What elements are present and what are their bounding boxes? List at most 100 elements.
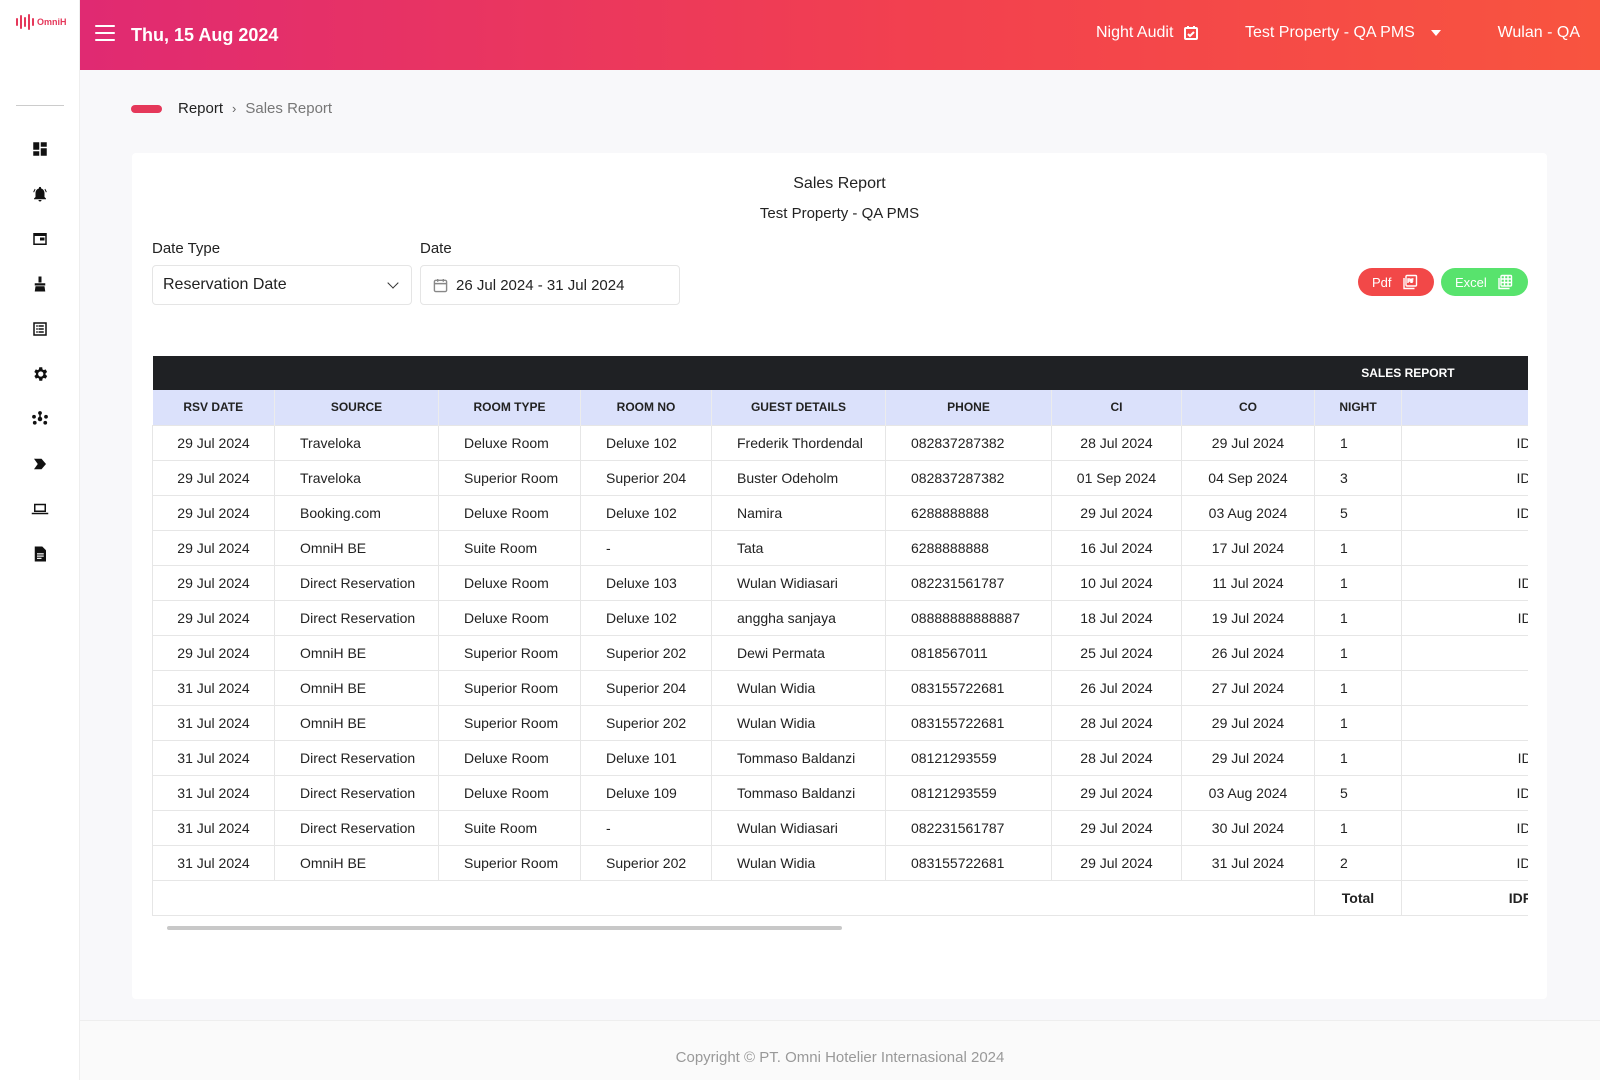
table-cell: 29 Jul 2024	[152, 634, 275, 671]
table-cell: 1	[1314, 564, 1402, 601]
date-type-value: Reservation Date	[163, 276, 287, 293]
night-audit-label: Night Audit	[1096, 24, 1174, 41]
table-cell: 082837287382	[885, 424, 1052, 461]
table-cell: -	[580, 809, 712, 846]
omnih-logo[interactable]: OmniH	[16, 14, 67, 30]
table-row: 29 Jul 2024 Traveloka Superior Room Superio…	[152, 459, 1528, 496]
table-cell: 29 Jul 2024	[152, 529, 275, 566]
table-cell: Deluxe 103	[580, 564, 712, 601]
column-header: ROOM	[1401, 390, 1528, 425]
excel-button-label: Excel	[1455, 274, 1487, 290]
table-cell: Deluxe Room	[438, 774, 581, 811]
table-cell: 5	[1314, 774, 1402, 811]
table-cell: Direct Reservation	[274, 809, 439, 846]
window-icon	[33, 232, 47, 245]
chevron-down-icon	[387, 277, 399, 289]
sidebar-item-housekeeping[interactable]	[0, 261, 80, 306]
sidebar-item-integrations[interactable]	[0, 396, 80, 441]
table-cell: 082231561787	[885, 809, 1052, 846]
table-cell: 26 Jul 2024	[1181, 634, 1315, 671]
table-cell: 29 Jul 2024	[152, 494, 275, 531]
spreadsheet-icon	[1498, 274, 1512, 290]
table-cell: Deluxe 102	[580, 599, 712, 636]
sidebar-item-frontdesk[interactable]	[0, 216, 80, 261]
sidebar-item-dashboard[interactable]	[0, 126, 80, 171]
table-cell: OmniH BE	[274, 669, 439, 706]
table-cell: 1	[1314, 669, 1402, 706]
table-cell: 17 Jul 2024	[1181, 529, 1315, 566]
table-row: 31 Jul 2024 OmniH BE Superior Room Superior…	[152, 704, 1528, 741]
calendar-icon	[433, 278, 448, 292]
sidebar-item-reports[interactable]	[0, 531, 80, 576]
table-cell: IDR 744,(	[1400, 669, 1528, 706]
table-cell: IDR 6,696,(	[1400, 774, 1528, 811]
table-cell: Traveloka	[274, 459, 439, 496]
table-cell: IDR 2,232,(	[1400, 844, 1528, 881]
table-cell: Direct Reservation	[274, 564, 439, 601]
table-cell: IDR 1,116,(	[1400, 739, 1528, 776]
table-cell: 1	[1314, 424, 1402, 461]
table-cell: 03 Aug 2024	[1181, 774, 1315, 811]
sidebar-item-notifications[interactable]	[0, 171, 80, 216]
date-range-input[interactable]: 26 Jul 2024 - 31 Jul 2024	[420, 265, 680, 305]
export-pdf-button[interactable]: Pdf	[1358, 268, 1434, 296]
table-cell: 31 Jul 2024	[152, 669, 275, 706]
sidebar-divider	[16, 105, 64, 106]
table-cell: 16 Jul 2024	[1051, 529, 1182, 566]
table-cell: Wulan Widiasari	[711, 564, 886, 601]
table-cell: IDR 800,(	[1400, 634, 1528, 671]
night-audit-button[interactable]: Night Audit	[1096, 24, 1199, 42]
user-menu[interactable]: Wulan - QA	[1497, 24, 1580, 41]
table-cell: 29 Jul 2024	[152, 599, 275, 636]
table-cell: Wulan Widia	[711, 704, 886, 741]
table-cell: 29 Jul 2024	[152, 459, 275, 496]
sidebar-item-tags[interactable]	[0, 441, 80, 486]
table-cell: 1	[1314, 809, 1402, 846]
table-cell: 6288888888	[885, 529, 1052, 566]
table-cell: Superior Room	[438, 844, 581, 881]
total-value: IDR 27,191,(	[1400, 879, 1528, 916]
sidebar-item-devices[interactable]	[0, 486, 80, 531]
export-excel-button[interactable]: Excel	[1441, 268, 1528, 296]
top-header: Thu, 15 Aug 2024 Night Audit Test Proper…	[80, 0, 1600, 70]
table-cell: Deluxe Room	[438, 564, 581, 601]
table-cell: Tommaso Baldanzi	[711, 739, 886, 776]
sales-table-container[interactable]: SALES REPORT RSV DATE SOURCE ROOM TYPE ROOM…	[152, 356, 1528, 916]
column-header: ROOM NO	[580, 390, 712, 425]
table-cell: 27 Jul 2024	[1181, 669, 1315, 706]
horizontal-scrollbar[interactable]	[167, 926, 842, 930]
table-cell: Deluxe 109	[580, 774, 712, 811]
date-type-label: Date Type	[152, 240, 221, 257]
laptop-icon	[31, 503, 49, 514]
column-header: PHONE	[885, 390, 1052, 425]
table-row: 29 Jul 2024 OmniH BE Suite Room - Tata 628888…	[152, 529, 1528, 566]
table-row: 31 Jul 2024 OmniH BE Superior Room Superior…	[152, 669, 1528, 706]
property-selector[interactable]: Test Property - QA PMS	[1245, 24, 1441, 42]
date-type-select[interactable]: Reservation Date	[152, 265, 412, 305]
table-cell: 08121293559	[885, 774, 1052, 811]
logo-text: OmniH	[37, 17, 67, 27]
hamburger-menu-icon[interactable]	[95, 25, 115, 43]
table-cell: 26 Jul 2024	[1051, 669, 1182, 706]
sidebar-item-list[interactable]	[0, 306, 80, 351]
table-cell: 04 Sep 2024	[1181, 459, 1315, 496]
gear-icon	[34, 366, 48, 381]
report-subtitle: Test Property - QA PMS	[759, 205, 920, 222]
table-cell: IDR 1,215,(	[1400, 424, 1528, 461]
table-cell: 083155722681	[885, 704, 1052, 741]
table-cell: Wulan Widia	[711, 844, 886, 881]
table-cell: Superior Room	[438, 669, 581, 706]
caret-down-icon	[1430, 30, 1441, 36]
breadcrumb-report-link[interactable]: Report	[178, 100, 224, 117]
total-label: Total	[1314, 879, 1402, 916]
document-icon	[34, 546, 46, 561]
table-cell: Traveloka	[274, 424, 439, 461]
table-cell: IDR 1,116,(	[1400, 599, 1528, 636]
table-cell: 1	[1314, 599, 1402, 636]
table-cell: Deluxe 101	[580, 739, 712, 776]
table-cell: Deluxe Room	[438, 739, 581, 776]
table-cell: 31 Jul 2024	[152, 704, 275, 741]
sidebar-item-settings[interactable]	[0, 351, 80, 396]
table-cell: 29 Jul 2024	[152, 424, 275, 461]
table-cell: IDR 2,232,(	[1400, 459, 1528, 496]
